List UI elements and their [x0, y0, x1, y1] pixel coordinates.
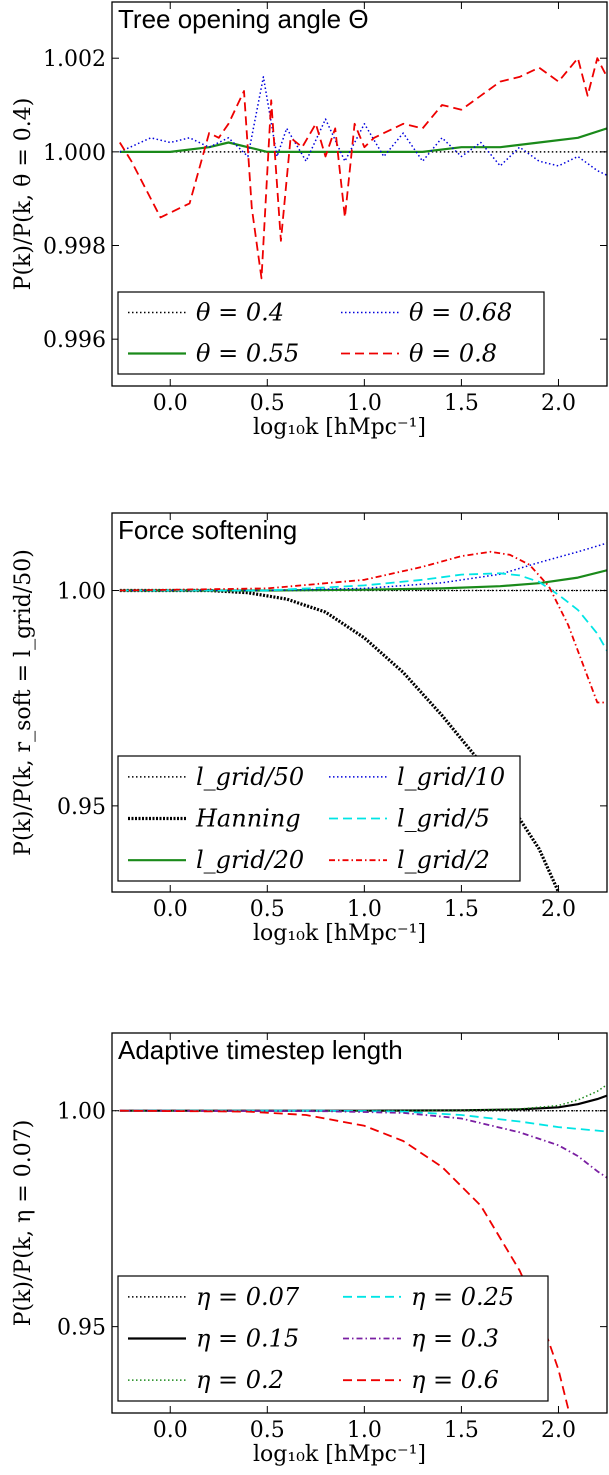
- series-line-2: [119, 127, 607, 153]
- legend-label: θ = 0.8: [409, 340, 497, 368]
- legend-label: η = 0.25: [411, 1283, 514, 1311]
- series-group: [119, 1084, 607, 1409]
- legend-label: θ = 0.4: [196, 299, 284, 327]
- series-group: [119, 542, 607, 892]
- axes-frame: [111, 512, 608, 893]
- legend-label: l_grid/20: [196, 846, 304, 874]
- x-tick-label: 2.0: [541, 1418, 576, 1443]
- x-axis-label: log₁₀k [hMpc⁻¹]: [253, 921, 426, 946]
- legend-label: l_grid/10: [397, 763, 505, 791]
- x-tick-label: 1.0: [347, 897, 382, 922]
- legend-label: Hanning: [195, 805, 301, 833]
- series-line-3: [119, 1084, 607, 1112]
- legend-label: θ = 0.68: [409, 299, 512, 327]
- x-tick-label: 0.0: [153, 391, 188, 416]
- axes-frame: [111, 1032, 608, 1414]
- legend: l_grid/50 Hanning l_grid/20 l_grid/10 l_grid…: [117, 755, 521, 882]
- x-tick-label: 0.5: [250, 897, 285, 922]
- legend: η = 0.07 η = 0.15 η = 0.2 η = 0.25 η = 0.3 η …: [117, 1275, 549, 1402]
- legend-box: [117, 1275, 549, 1402]
- series-line-6: [119, 550, 607, 704]
- legend: θ = 0.4 θ = 0.55 θ = 0.68 θ = 0.8: [117, 291, 545, 375]
- series-line-3: [119, 76, 607, 176]
- y-tick-label: 1.00: [57, 1100, 106, 1125]
- legend-label: η = 0.3: [411, 1325, 499, 1353]
- x-axis-label: log₁₀k [hMpc⁻¹]: [253, 1442, 426, 1467]
- x-tick-label: 1.0: [347, 391, 382, 416]
- legend-label: θ = 0.55: [196, 340, 299, 368]
- y-axis-label: P(k)/P(k, r_soft = l_grid/50): [11, 549, 36, 856]
- legend-box: [117, 291, 545, 375]
- x-tick-label: 0.0: [153, 1418, 188, 1443]
- y-tick-label: 0.95: [57, 1316, 106, 1341]
- x-axis-label: log₁₀k [hMpc⁻¹]: [253, 415, 426, 440]
- x-tick-label: 1.5: [444, 1418, 479, 1443]
- panel-title: Tree opening angle Θ: [118, 4, 369, 34]
- y-axis-label: P(k)/P(k, η = 0.07): [11, 1120, 36, 1327]
- series-line-4: [119, 1109, 607, 1133]
- x-tick-label: 1.5: [444, 897, 479, 922]
- y-tick-label: 0.998: [43, 235, 106, 260]
- x-tick-label: 0.0: [153, 897, 188, 922]
- panel-title: Force softening: [118, 515, 297, 545]
- series-line-4: [119, 57, 607, 280]
- legend-label: l_grid/5: [397, 805, 490, 833]
- legend-label: η = 0.6: [411, 1366, 499, 1394]
- y-tick-label: 1.00: [57, 580, 106, 605]
- y-tick-label: 0.996: [43, 328, 106, 353]
- axes-frame: [111, 1, 608, 387]
- legend-label: l_grid/50: [196, 763, 304, 791]
- panel-1: 0.0 0.5 1.0 1.5 2.0 0.996 0.998 1.000 1.002 log₁₀…: [11, 1, 608, 440]
- x-tick-label: 2.0: [541, 897, 576, 922]
- series-line-2: [119, 1094, 607, 1112]
- y-tick-label: 1.000: [43, 141, 106, 166]
- series-line-2: [119, 588, 560, 892]
- legend-label: η = 0.15: [196, 1325, 299, 1353]
- x-tick-label: 0.5: [250, 391, 285, 416]
- legend-label: η = 0.2: [196, 1366, 284, 1394]
- x-tick-label: 1.5: [444, 391, 479, 416]
- legend-label: l_grid/2: [397, 846, 490, 874]
- x-tick-label: 2.0: [541, 391, 576, 416]
- x-tick-label: 0.5: [250, 1418, 285, 1443]
- panel-2: 0.0 0.5 1.0 1.5 2.0 0.95 1.00 log₁₀k [hMpc⁻¹] P(…: [11, 512, 608, 946]
- panel-3: 0.0 0.5 1.0 1.5 2.0 0.95 1.00 log₁₀k [hMpc⁻¹] P(…: [11, 1032, 608, 1467]
- x-tick-label: 1.0: [347, 1418, 382, 1443]
- y-axis-label: P(k)/P(k, θ = 0.4): [11, 98, 36, 291]
- series-line-3: [119, 569, 607, 592]
- series-line-5: [119, 572, 607, 652]
- y-tick-label: 1.002: [43, 47, 106, 72]
- series-group: [119, 57, 607, 280]
- y-tick-label: 0.95: [57, 795, 106, 820]
- panel-title: Adaptive timestep length: [118, 1035, 403, 1065]
- legend-label: η = 0.07: [196, 1283, 300, 1311]
- series-line-5: [119, 1109, 607, 1179]
